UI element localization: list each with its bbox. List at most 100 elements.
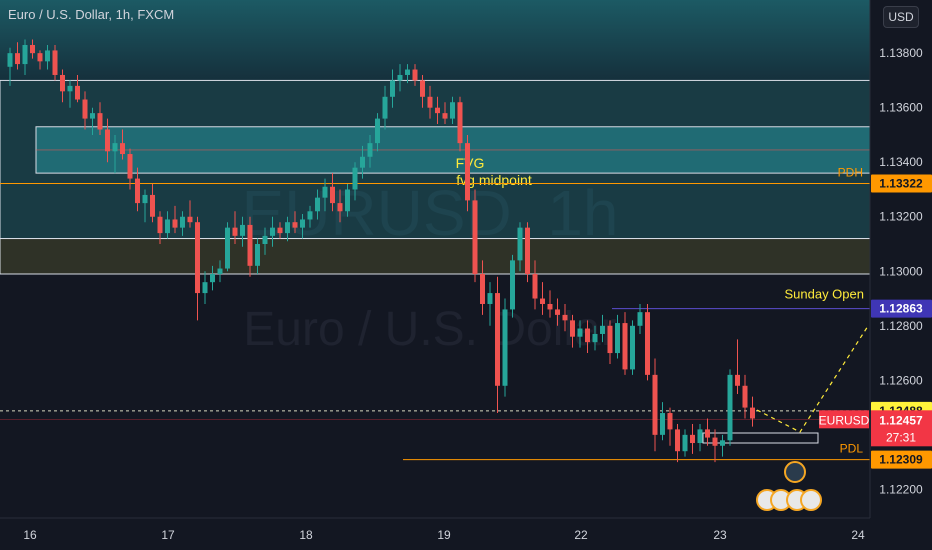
candle-body[interactable] bbox=[390, 80, 395, 97]
candle-body[interactable] bbox=[607, 325, 613, 354]
candle-body[interactable] bbox=[712, 437, 718, 446]
candle-body[interactable] bbox=[165, 219, 170, 234]
candle-body[interactable] bbox=[720, 440, 725, 446]
candle-body[interactable] bbox=[690, 434, 695, 444]
candle-body[interactable] bbox=[30, 44, 35, 54]
candle-body[interactable] bbox=[345, 189, 350, 212]
candle-body[interactable] bbox=[735, 374, 740, 386]
candle-body[interactable] bbox=[682, 434, 688, 452]
candle-body[interactable] bbox=[532, 273, 538, 299]
candle-body[interactable] bbox=[127, 154, 133, 179]
candle-body[interactable] bbox=[487, 293, 493, 304]
candle-body[interactable] bbox=[442, 113, 448, 119]
candle-body[interactable] bbox=[352, 167, 358, 190]
candle-body[interactable] bbox=[37, 53, 43, 62]
candle-body[interactable] bbox=[382, 96, 388, 119]
event-icon-us[interactable] bbox=[800, 489, 822, 511]
candle-body[interactable] bbox=[517, 227, 523, 261]
candle-body[interactable] bbox=[727, 374, 733, 441]
candle-body[interactable] bbox=[427, 96, 433, 108]
candle-body[interactable] bbox=[105, 129, 110, 152]
candle-body[interactable] bbox=[307, 211, 313, 220]
candle-body[interactable] bbox=[397, 74, 403, 81]
candle-body[interactable] bbox=[457, 102, 463, 144]
candle-body[interactable] bbox=[645, 312, 650, 375]
candle-body[interactable] bbox=[180, 216, 185, 228]
candle-body[interactable] bbox=[750, 407, 755, 419]
candle-body[interactable] bbox=[7, 53, 13, 67]
candle-body[interactable] bbox=[112, 143, 118, 152]
candle-body[interactable] bbox=[525, 227, 530, 274]
candle-body[interactable] bbox=[285, 222, 290, 234]
candle-body[interactable] bbox=[660, 413, 665, 435]
candle-body[interactable] bbox=[315, 197, 320, 212]
time-axis[interactable] bbox=[0, 518, 932, 550]
candle-body[interactable] bbox=[292, 222, 298, 228]
candle-body[interactable] bbox=[277, 227, 283, 234]
event-icon-eu[interactable] bbox=[784, 461, 806, 483]
candle-body[interactable] bbox=[367, 143, 373, 157]
candle-body[interactable] bbox=[622, 323, 628, 370]
candle-body[interactable] bbox=[480, 273, 485, 304]
candle-body[interactable] bbox=[600, 325, 605, 334]
candle-body[interactable] bbox=[217, 268, 223, 274]
candle-body[interactable] bbox=[742, 385, 748, 408]
candle-body[interactable] bbox=[225, 227, 230, 269]
candle-body[interactable] bbox=[15, 53, 20, 65]
candle-body[interactable] bbox=[210, 273, 215, 283]
candle-body[interactable] bbox=[405, 69, 410, 75]
candle-body[interactable] bbox=[187, 216, 193, 223]
candle-body[interactable] bbox=[375, 118, 380, 144]
candle-body[interactable] bbox=[135, 178, 140, 204]
candle-body[interactable] bbox=[232, 227, 238, 236]
candle-body[interactable] bbox=[330, 186, 335, 204]
candle-body[interactable] bbox=[270, 227, 275, 236]
candle-body[interactable] bbox=[195, 222, 200, 294]
candle-body[interactable] bbox=[547, 303, 553, 310]
candle-body[interactable] bbox=[322, 186, 328, 198]
candle-body[interactable] bbox=[337, 203, 343, 212]
candle-body[interactable] bbox=[555, 309, 560, 315]
candle-body[interactable] bbox=[637, 312, 643, 326]
candle-body[interactable] bbox=[705, 429, 710, 438]
candle-body[interactable] bbox=[652, 374, 658, 435]
candle-body[interactable] bbox=[495, 293, 500, 386]
candle-body[interactable] bbox=[67, 85, 73, 92]
candle-body[interactable] bbox=[570, 320, 575, 337]
candle-body[interactable] bbox=[142, 194, 148, 204]
candle-body[interactable] bbox=[157, 216, 163, 234]
candle-body[interactable] bbox=[420, 80, 425, 97]
candle-body[interactable] bbox=[472, 200, 478, 274]
candle-body[interactable] bbox=[150, 194, 155, 217]
candle-body[interactable] bbox=[202, 282, 208, 294]
candle-body[interactable] bbox=[562, 314, 568, 321]
candle-body[interactable] bbox=[540, 298, 545, 304]
candle-body[interactable] bbox=[120, 143, 125, 155]
candle-body[interactable] bbox=[255, 244, 260, 266]
candle-body[interactable] bbox=[577, 328, 583, 337]
candle-body[interactable] bbox=[615, 323, 620, 354]
candle-body[interactable] bbox=[465, 143, 470, 201]
candle-body[interactable] bbox=[450, 102, 455, 119]
candle-body[interactable] bbox=[82, 99, 88, 119]
candle-body[interactable] bbox=[630, 325, 635, 370]
candle-body[interactable] bbox=[435, 107, 440, 114]
candle-body[interactable] bbox=[585, 328, 590, 343]
candle-body[interactable] bbox=[360, 156, 365, 168]
candle-body[interactable] bbox=[75, 85, 80, 100]
candle-body[interactable] bbox=[510, 260, 515, 310]
candle-body[interactable] bbox=[667, 413, 673, 430]
candle-body[interactable] bbox=[97, 113, 103, 130]
candle-body[interactable] bbox=[60, 74, 65, 92]
candle-body[interactable] bbox=[592, 333, 598, 343]
candle-body[interactable] bbox=[172, 219, 178, 228]
candle-body[interactable] bbox=[45, 50, 50, 62]
candle-body[interactable] bbox=[247, 224, 253, 266]
candle-body[interactable] bbox=[262, 235, 268, 245]
candle-body[interactable] bbox=[52, 50, 58, 75]
currency-button[interactable]: USD bbox=[883, 6, 919, 28]
candle-body[interactable] bbox=[502, 309, 508, 386]
candle-body[interactable] bbox=[240, 224, 245, 236]
candle-body[interactable] bbox=[675, 429, 680, 452]
